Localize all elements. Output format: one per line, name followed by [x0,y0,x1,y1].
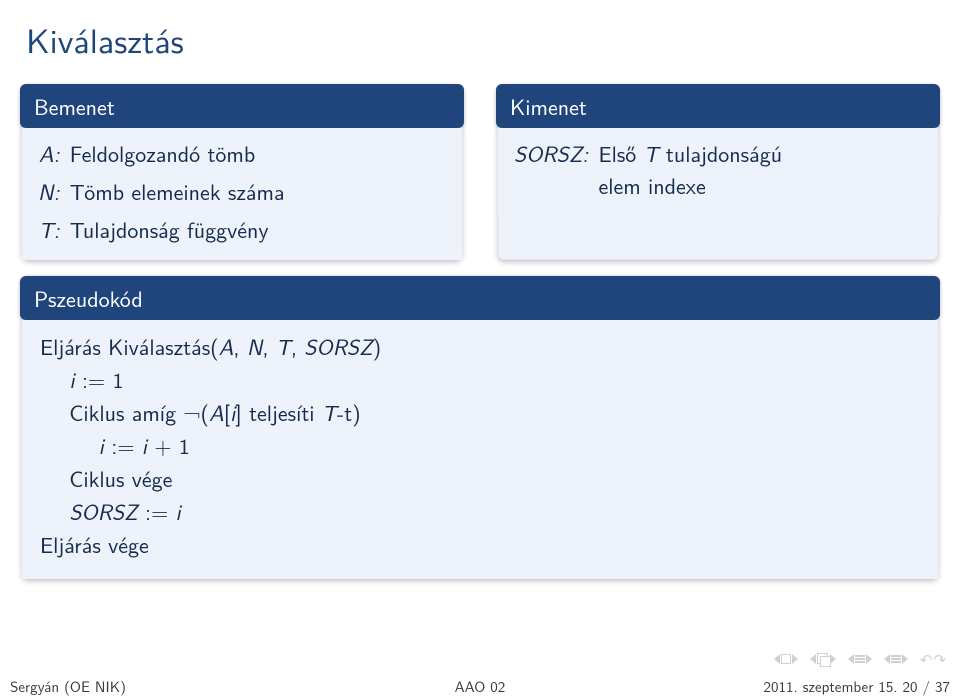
pseudo-line-3: i := i + 1 [40,429,920,462]
nav-back-forward-icon[interactable]: ↶↷ [920,648,946,670]
pseudo-block: Pszeudokód Eljárás Kiválasztás(A, N, T, … [22,276,938,579]
output-block-body: SORSZ: Első T tulajdonságúelem indexe [498,128,938,216]
beamer-nav-icons: ↶↷ [774,648,946,670]
pseudo-block-body: Eljárás Kiválasztás(A, N, T, SORSZ) i :=… [22,320,938,579]
nav-frame-icon[interactable] [810,653,836,665]
input-val-2: Tulajdonság függvény [70,214,446,246]
slide: Kiválasztás Bemenet A: Feldolgozandó töm… [0,0,960,700]
footer-center: AAO 02 [455,675,506,697]
input-block: Bemenet A: Feldolgozandó tömb N: Tömb el… [22,86,462,260]
input-val-1: Tömb elemeinek száma [70,176,446,208]
slide-title: Kiválasztás [26,14,938,64]
output-block-title: Kimenet [496,84,940,128]
pseudo-line-2: Ciklus amíg ¬(A[i] teljesíti T-t) [40,396,920,429]
nav-slide-icon[interactable] [774,654,798,664]
footer-left: Sergyán (OE NIK) [10,675,126,697]
pseudo-line-5: SORSZ := i [40,495,920,528]
input-block-title: Bemenet [20,84,464,128]
pseudo-line-0: Eljárás Kiválasztás(A, N, T, SORSZ) [40,330,920,363]
output-block: Kimenet SORSZ: Első T tulajdonságúelem i… [498,86,938,260]
pseudo-block-title: Pszeudokód [20,276,940,320]
nav-section-icon[interactable] [884,654,908,664]
footer-right: 2011. szeptember 15. 20 / 37 [764,675,950,697]
footer-bar: Sergyán (OE NIK) AAO 02 2011. szeptember… [0,672,960,700]
input-key-0: A: [38,138,60,170]
output-val-0: Első T tulajdonságúelem indexe [598,138,922,202]
input-block-body: A: Feldolgozandó tömb N: Tömb elemeinek … [22,128,462,260]
pseudo-line-1: i := 1 [40,363,920,396]
pseudo-line-4: Ciklus vége [40,462,920,495]
nav-subsection-icon[interactable] [848,654,872,664]
blocks-row: Bemenet A: Feldolgozandó tömb N: Tömb el… [22,86,938,260]
input-key-2: T: [38,214,60,246]
pseudo-line-6: Eljárás vége [40,528,920,561]
output-val-0-line1: Első T tulajdonságúelem indexe [598,137,782,201]
input-key-1: N: [38,176,60,208]
output-key-0: SORSZ: [514,138,588,202]
input-val-0: Feldolgozandó tömb [70,138,446,170]
